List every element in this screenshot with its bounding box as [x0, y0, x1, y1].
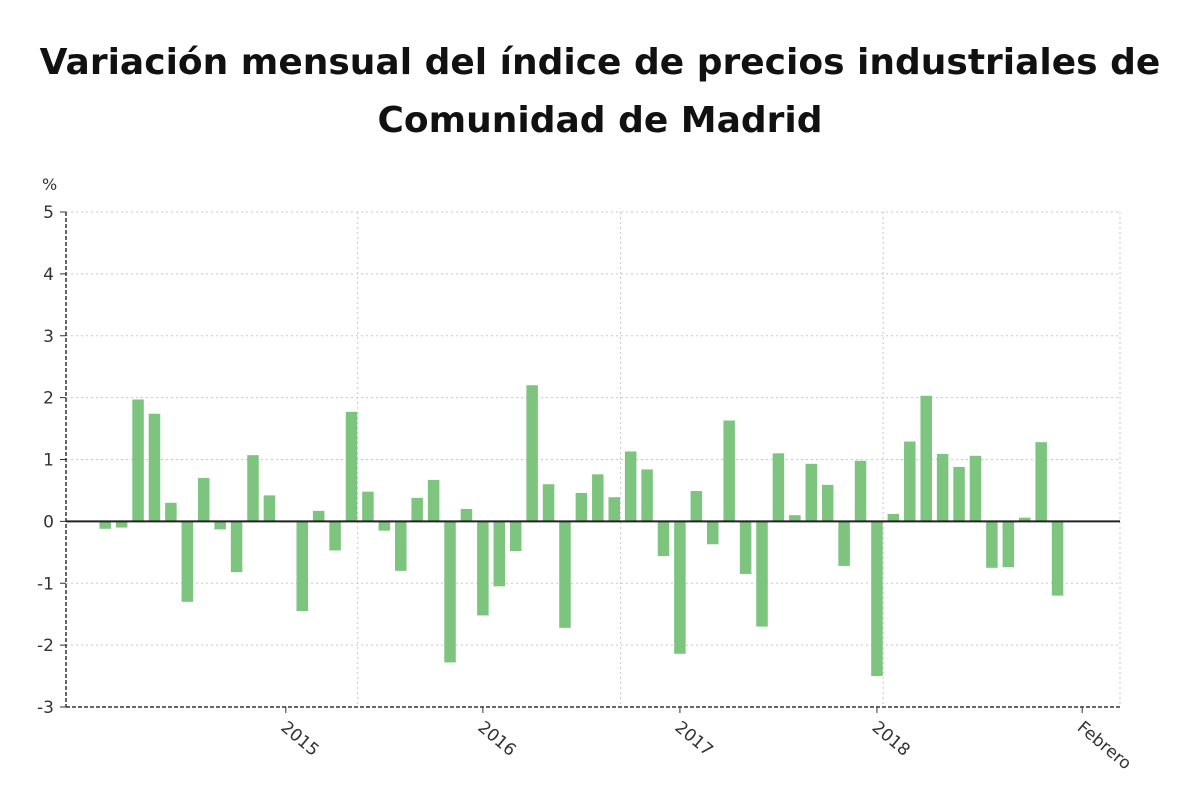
y-tick-label: 0: [43, 512, 54, 532]
y-tick-label: 1: [43, 451, 54, 471]
bar: [854, 460, 867, 522]
bar: [345, 411, 358, 522]
bar: [608, 497, 620, 522]
bar: [772, 453, 785, 522]
chart-title-line-2: Comunidad de Madrid: [377, 100, 823, 141]
bar: [592, 474, 604, 522]
bar: [214, 521, 226, 530]
bar: [559, 521, 571, 628]
bar: [821, 484, 834, 522]
bar: [181, 521, 194, 602]
bar: [460, 509, 473, 522]
chart-title: Variación mensual del índice de precios …: [0, 34, 1200, 150]
bar: [1051, 521, 1064, 596]
y-axis-unit-label: %: [42, 175, 58, 194]
x-tick-label: 2018: [868, 718, 914, 761]
bar: [542, 484, 555, 522]
bar: [263, 495, 276, 522]
bar: [362, 491, 374, 522]
bar: [378, 521, 391, 531]
bar: [509, 521, 522, 552]
bar: [739, 521, 752, 574]
y-tick-label: 3: [43, 327, 54, 347]
x-tick-label: 2017: [671, 718, 717, 761]
y-tick-label: 5: [43, 203, 54, 223]
bar: [148, 413, 161, 522]
bar: [1035, 442, 1047, 522]
bar: [641, 469, 653, 522]
bar: [986, 521, 998, 568]
bar: [427, 479, 440, 522]
y-tick-label: -1: [37, 574, 54, 594]
bar: [477, 521, 489, 616]
bar: [115, 521, 128, 528]
bar: [526, 385, 538, 522]
bar: [247, 455, 259, 522]
bar: [296, 521, 308, 612]
bar: [887, 513, 900, 522]
bar: [690, 491, 703, 522]
y-tick-label: -3: [37, 698, 54, 718]
bar: [624, 451, 637, 522]
bar: [444, 521, 456, 663]
x-tick-label: 2016: [474, 718, 520, 761]
bar: [230, 521, 243, 573]
bar: [920, 395, 932, 522]
bar: [838, 521, 850, 566]
y-tick-label: -2: [37, 636, 54, 656]
bar: [165, 502, 177, 522]
bar: [329, 521, 341, 551]
y-tick-label: 2: [43, 389, 54, 409]
bar: [904, 441, 916, 522]
bar: [723, 420, 735, 522]
bar: [575, 492, 588, 522]
bar: [657, 521, 670, 557]
chart-title-line-1: Variación mensual del índice de precios …: [39, 42, 1161, 83]
bar: [756, 521, 768, 627]
bar: [674, 521, 686, 654]
bar: [871, 521, 883, 677]
bar: [99, 521, 111, 529]
x-tick-label: Febrero: [1073, 718, 1135, 775]
bar: [1002, 521, 1015, 568]
bar: [969, 455, 982, 522]
bar: [493, 521, 506, 587]
bar: [411, 497, 423, 522]
bar: [132, 399, 144, 522]
bar: [312, 510, 325, 522]
bar: [953, 466, 965, 522]
bar: [936, 453, 949, 522]
bar: [805, 463, 818, 522]
x-tick-label: 2015: [277, 718, 323, 761]
bar: [197, 478, 210, 522]
y-tick-label: 4: [43, 265, 54, 285]
bar: [789, 515, 801, 522]
bar: [1018, 517, 1031, 522]
bar: [395, 521, 407, 571]
bar: [707, 521, 719, 545]
